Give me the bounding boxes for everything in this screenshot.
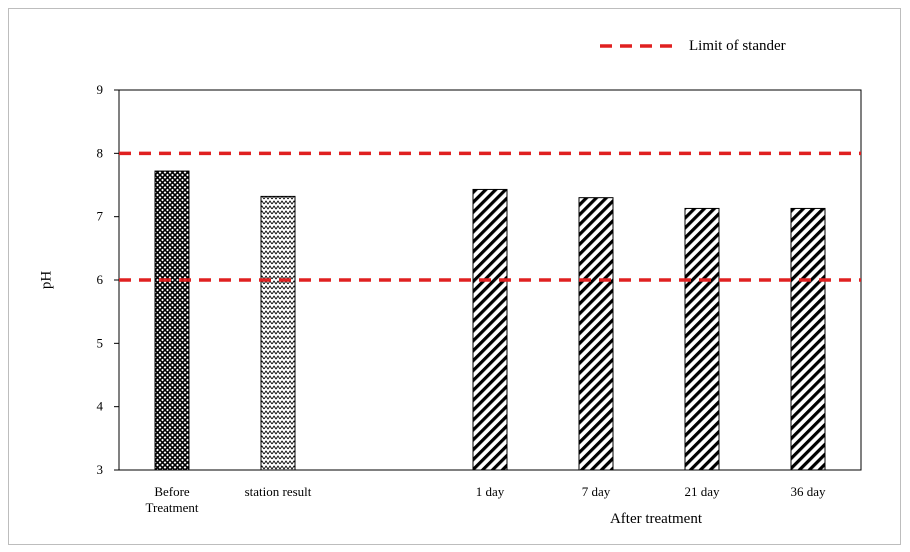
legend: Limit of stander: [600, 38, 786, 54]
y-tick-label: 8: [97, 145, 104, 160]
bar: [790, 207, 826, 471]
category-label: 7 day: [582, 484, 611, 499]
bar-group: [154, 170, 826, 471]
y-tick-label: 5: [97, 335, 104, 350]
y-axis-ticks: 3 4 5 6 7 8 9: [97, 82, 119, 477]
y-tick-label: 7: [97, 209, 104, 224]
bar: [472, 188, 508, 471]
reference-lines: [119, 151, 861, 282]
category-label: 21 day: [684, 484, 720, 499]
group-label-after-treatment: After treatment: [610, 511, 703, 527]
bar: [154, 170, 190, 471]
bar: [260, 195, 296, 471]
category-label: Before: [154, 484, 190, 499]
category-label: station result: [245, 484, 312, 499]
y-axis-label: pH: [38, 271, 54, 290]
category-label: Treatment: [146, 500, 199, 515]
y-tick-label: 6: [97, 272, 104, 287]
category-label: 36 day: [790, 484, 826, 499]
legend-label: Limit of stander: [689, 38, 786, 54]
bar: [578, 197, 614, 471]
y-tick-label: 3: [97, 462, 104, 477]
y-tick-label: 4: [97, 399, 104, 414]
category-label: 1 day: [476, 484, 505, 499]
bar: [684, 207, 720, 471]
y-tick-label: 9: [97, 82, 104, 97]
